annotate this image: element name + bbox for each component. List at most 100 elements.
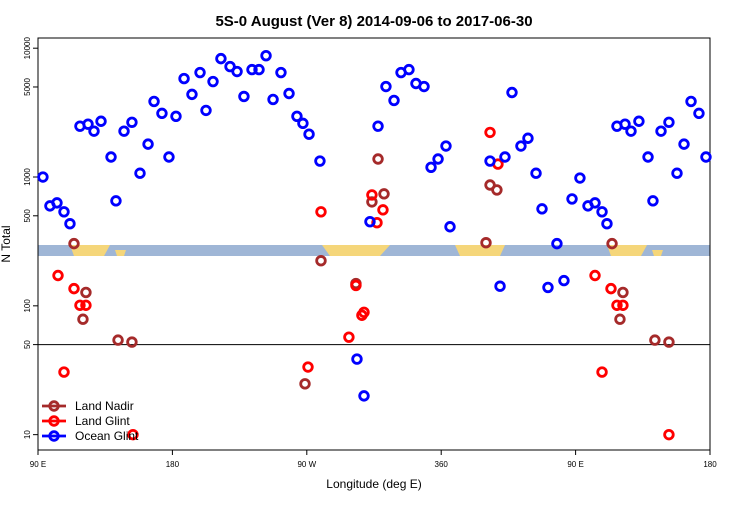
point [95, 115, 107, 127]
point [358, 306, 370, 318]
point [364, 215, 376, 228]
point [186, 88, 198, 101]
point [499, 151, 511, 163]
point [77, 313, 89, 325]
point [170, 110, 182, 123]
point [51, 197, 63, 209]
point [589, 269, 601, 282]
point [366, 189, 378, 201]
y-tick-label: 100 [23, 299, 32, 313]
point [260, 49, 272, 62]
point [127, 428, 139, 441]
point [617, 286, 629, 299]
point [542, 281, 554, 294]
point [663, 428, 675, 441]
point [112, 334, 124, 346]
point [611, 299, 623, 311]
point [700, 151, 712, 163]
point [388, 94, 400, 107]
point [484, 155, 496, 167]
point [614, 313, 626, 325]
point [37, 171, 49, 183]
point [297, 117, 309, 130]
point [134, 167, 146, 179]
point [617, 299, 629, 311]
map-strip [38, 245, 710, 256]
point [350, 279, 362, 292]
point [88, 125, 100, 137]
legend-label: Land Glint [75, 414, 130, 428]
point [530, 167, 542, 179]
point [343, 331, 355, 343]
point [110, 195, 122, 207]
point [494, 280, 506, 292]
point [80, 299, 92, 311]
x-tick-label: 90 E [30, 460, 46, 469]
point [377, 204, 389, 216]
point [371, 216, 383, 229]
point [574, 172, 586, 184]
point [253, 63, 265, 76]
point [64, 218, 76, 230]
point [663, 116, 675, 128]
point [693, 107, 705, 120]
point [68, 282, 80, 295]
point [480, 237, 492, 249]
point [118, 125, 130, 137]
point [601, 218, 613, 230]
legend-swatch-marker [48, 430, 60, 442]
y-tick-label: 500 [23, 209, 32, 223]
point [68, 237, 80, 250]
point [358, 390, 370, 402]
x-tick-label: 360 [435, 460, 449, 469]
point [238, 90, 250, 103]
point [291, 110, 303, 123]
point [315, 255, 327, 267]
point [440, 140, 452, 152]
point [606, 237, 618, 250]
point [194, 66, 206, 79]
point [625, 125, 637, 137]
point [267, 93, 279, 106]
point [596, 206, 608, 218]
point [671, 167, 683, 179]
point [314, 155, 326, 167]
point [551, 237, 563, 250]
x-tick-label: 90 W [297, 460, 316, 469]
point [649, 334, 661, 346]
point [156, 107, 168, 120]
point [283, 87, 295, 100]
plot-frame [37, 37, 711, 451]
point [207, 75, 219, 88]
point [506, 86, 518, 99]
point [105, 151, 117, 163]
point [566, 193, 578, 205]
point [372, 120, 384, 132]
point [558, 274, 570, 287]
point [126, 116, 138, 128]
point [655, 125, 667, 137]
point [515, 140, 527, 152]
legend-swatch-marker [48, 415, 60, 427]
legend-swatch-marker [48, 400, 60, 412]
point [418, 80, 430, 93]
point [619, 118, 631, 130]
point [380, 80, 392, 93]
point [536, 203, 548, 215]
point [148, 95, 160, 108]
point [82, 118, 94, 130]
x-axis-label: Longitude (deg E) [326, 477, 421, 491]
point [432, 153, 444, 165]
point [302, 361, 314, 373]
point [444, 221, 456, 233]
y-axis-label: N Total [0, 225, 13, 262]
point [491, 184, 503, 196]
point [372, 153, 384, 165]
point [231, 65, 243, 78]
point [366, 196, 378, 208]
point [163, 151, 175, 163]
point [642, 151, 654, 163]
x-tick-label: 180 [703, 460, 717, 469]
point [351, 353, 363, 365]
